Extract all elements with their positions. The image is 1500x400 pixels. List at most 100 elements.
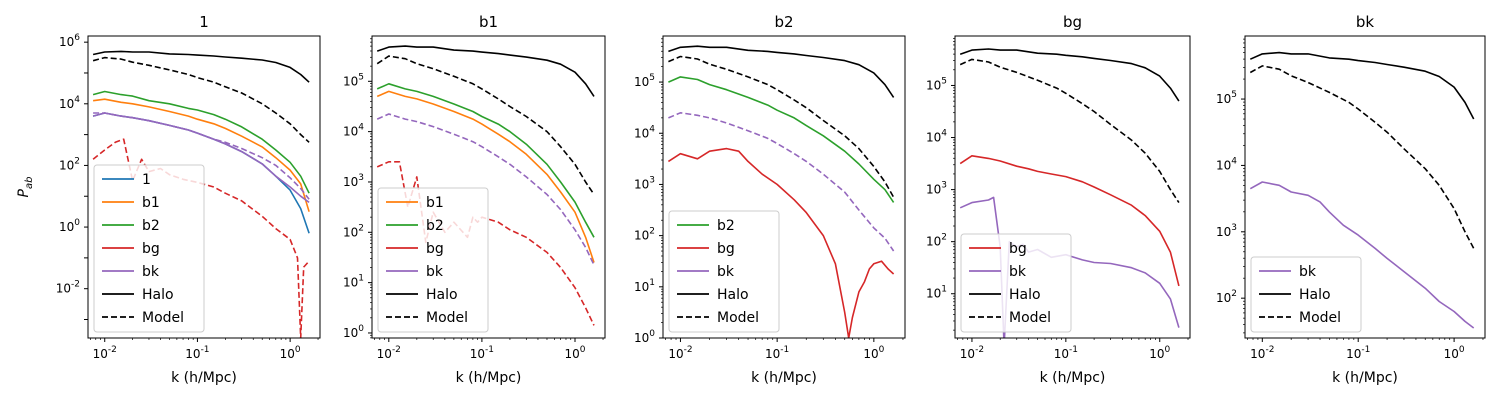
series-line-bk-model bbox=[93, 112, 310, 200]
legend-label: b2 bbox=[142, 218, 160, 234]
legend-box bbox=[960, 233, 1072, 333]
legend-label: bg bbox=[717, 241, 735, 257]
y-tick-label: 102 bbox=[634, 227, 655, 243]
y-tick-label: 100 bbox=[59, 218, 80, 234]
y-tick-label: 100 bbox=[343, 324, 364, 340]
x-tick-label: 10-2 bbox=[377, 345, 401, 361]
axes-frame bbox=[1244, 35, 1486, 339]
y-tick-label: 103 bbox=[634, 175, 655, 191]
legend-label: bg bbox=[426, 241, 444, 257]
x-tick-label: 10-1 bbox=[765, 345, 789, 361]
panel-title: 1 bbox=[199, 13, 209, 31]
axes-frame bbox=[954, 35, 1191, 339]
legend-label: bg bbox=[1009, 241, 1027, 257]
legend-label: b1 bbox=[426, 195, 444, 211]
legend-label: Halo bbox=[1009, 287, 1041, 303]
y-tick-label: 103 bbox=[926, 181, 947, 197]
series-group bbox=[1249, 51, 1475, 329]
y-tick-label: 105 bbox=[926, 76, 947, 92]
panel-title: bg bbox=[1063, 13, 1082, 31]
y-tick-label: 104 bbox=[926, 129, 947, 145]
series-group bbox=[667, 45, 895, 338]
legend-label: Model bbox=[717, 310, 759, 326]
series-line-halo-model bbox=[668, 55, 895, 198]
panel-title: b2 bbox=[774, 13, 793, 31]
legend-label: Model bbox=[426, 310, 468, 326]
y-tick-label: 101 bbox=[634, 278, 655, 294]
series-line-bg-model bbox=[92, 138, 310, 338]
series-line-bg bbox=[959, 155, 1180, 287]
panel-5: bk 10-2 10-1 100 102 103 104 105 k (h/Mpc) bk Halo… bbox=[1216, 13, 1486, 386]
legend: bg bk Halo Model bbox=[960, 233, 1072, 333]
panel-title: bk bbox=[1356, 13, 1375, 31]
series-line-bk bbox=[92, 112, 310, 204]
legend-label: Halo bbox=[717, 287, 749, 303]
series-line-b2 bbox=[376, 83, 595, 238]
x-tick-label: 100 bbox=[564, 345, 585, 361]
series-line-halo-model bbox=[1249, 65, 1475, 249]
legend: b1 b2 bg bk Halo Model bbox=[377, 187, 489, 333]
axes-frame bbox=[87, 35, 321, 339]
legend-box bbox=[93, 164, 205, 333]
x-tick-label: 10-1 bbox=[185, 345, 209, 361]
series-line-halo bbox=[92, 50, 310, 83]
series-line-halo-model bbox=[376, 55, 595, 195]
x-axis-label: k (h/Mpc) bbox=[1332, 370, 1398, 386]
y-tick-label: 104 bbox=[1216, 156, 1237, 172]
legend-label: bk bbox=[717, 264, 735, 280]
series-line-halo bbox=[376, 45, 595, 97]
series-line-halo bbox=[668, 45, 895, 98]
y-tick-label: 102 bbox=[926, 233, 947, 249]
legend-label: Halo bbox=[426, 287, 458, 303]
y-tick-label: 103 bbox=[1216, 223, 1237, 239]
x-axis-label: k (h/Mpc) bbox=[1040, 370, 1106, 386]
series-group bbox=[92, 50, 310, 338]
x-tick-label: 10-2 bbox=[668, 345, 692, 361]
y-axis-label: Pab bbox=[16, 177, 35, 198]
y-tick-label: 102 bbox=[1216, 289, 1237, 305]
legend-label: Model bbox=[1299, 310, 1341, 326]
legend-box bbox=[668, 210, 780, 333]
legend-box bbox=[377, 187, 489, 333]
legend-box bbox=[1250, 256, 1362, 333]
y-tick-label: 106 bbox=[59, 33, 80, 49]
y-tick-label: 105 bbox=[1216, 90, 1237, 106]
series-line-halo-model bbox=[959, 58, 1180, 204]
legend-label: bk bbox=[1009, 264, 1027, 280]
x-tick-label: 100 bbox=[863, 345, 884, 361]
y-tick-label: 104 bbox=[59, 95, 80, 111]
y-tick-label: 104 bbox=[343, 123, 364, 139]
y-tick-label: 10-2 bbox=[56, 280, 80, 296]
x-tick-label: 10-1 bbox=[1054, 345, 1078, 361]
panel-1: 1 10-2 10-1 100 10-2 100 102 104 106 k (h/Mpc) Pab… bbox=[16, 13, 321, 386]
x-tick-label: 10-1 bbox=[470, 345, 494, 361]
y-tick-label: 102 bbox=[59, 156, 80, 172]
legend-label: bk bbox=[1299, 264, 1317, 280]
x-tick-label: 10-1 bbox=[1346, 345, 1370, 361]
series-line-bk-model bbox=[376, 113, 595, 266]
x-tick-label: 10-2 bbox=[1250, 345, 1274, 361]
x-axis-label: k (h/Mpc) bbox=[751, 370, 817, 386]
legend-label: Halo bbox=[142, 287, 174, 303]
legend-label: b2 bbox=[717, 218, 735, 234]
series-line-halo-model bbox=[92, 56, 310, 143]
y-tick-label: 101 bbox=[926, 285, 947, 301]
series-line-b2 bbox=[668, 76, 895, 203]
series-line-b1 bbox=[376, 90, 595, 263]
x-axis-label: k (h/Mpc) bbox=[456, 370, 522, 386]
series-line-b1 bbox=[92, 98, 310, 212]
y-tick-label: 104 bbox=[634, 124, 655, 140]
y-tick-label: 100 bbox=[634, 329, 655, 345]
legend-label: Model bbox=[1009, 310, 1051, 326]
legend-label: b2 bbox=[426, 218, 444, 234]
x-tick-label: 100 bbox=[1444, 345, 1465, 361]
series-line-bk-model bbox=[668, 112, 895, 252]
y-tick-label: 103 bbox=[343, 173, 364, 189]
legend: b2 bg bk Halo Model bbox=[668, 210, 780, 333]
y-tick-label: 102 bbox=[343, 223, 364, 239]
legend-label: Halo bbox=[1299, 287, 1331, 303]
legend-label: bg bbox=[142, 241, 160, 257]
panel-title: b1 bbox=[479, 13, 498, 31]
legend-label: bk bbox=[142, 264, 160, 280]
